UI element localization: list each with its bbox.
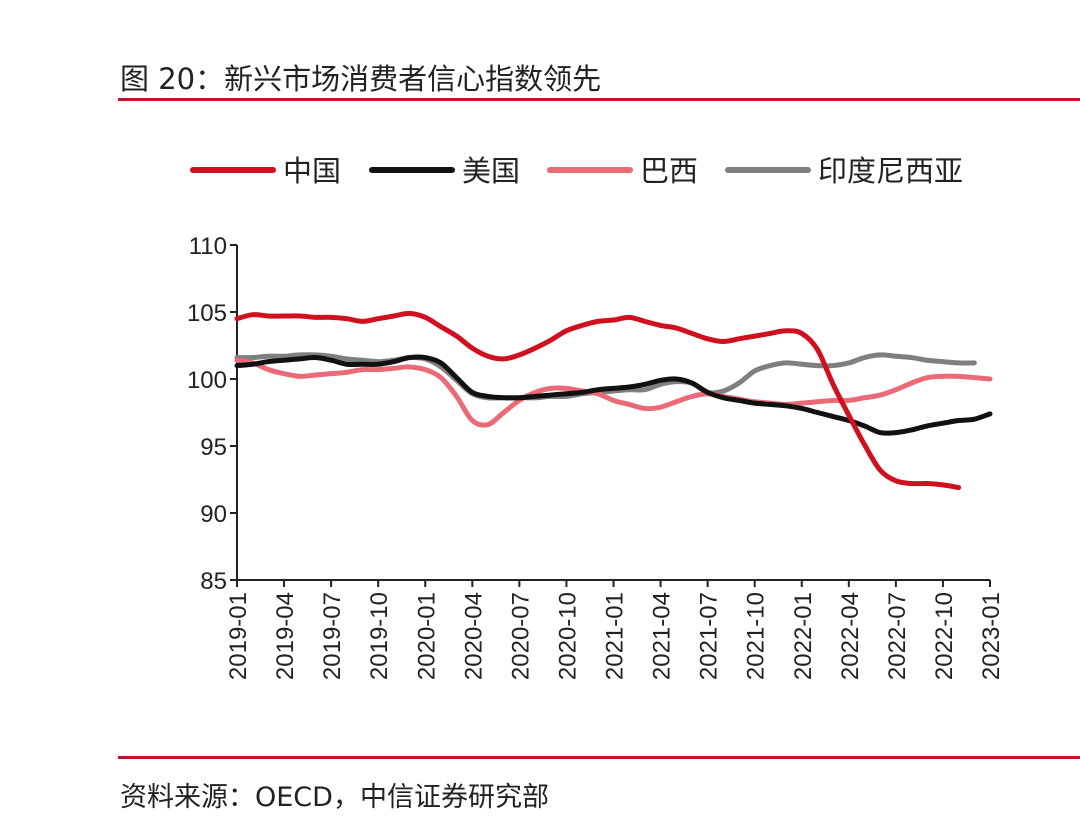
source-divider (118, 756, 1080, 759)
legend: 中国 美国 巴西 印度尼西亚 (190, 154, 963, 188)
y-tick-label: 105 (187, 300, 227, 327)
legend-label: 美国 (462, 154, 520, 188)
series-line-3 (234, 352, 977, 401)
legend-label: 印度尼西亚 (818, 154, 963, 188)
legend-label: 中国 (283, 154, 341, 188)
source-note: 资料来源：OECD，中信证券研究部 (120, 782, 549, 813)
series-line-0 (234, 310, 962, 491)
x-tick-label: 2022-01 (790, 592, 817, 680)
legend-item-0: 中国 (190, 154, 341, 188)
x-tick-label: 2021-01 (602, 592, 629, 680)
x-tick-label: 2020-10 (554, 592, 581, 680)
x-tick-label: 2019-04 (272, 592, 299, 680)
legend-item-2: 巴西 (547, 154, 698, 188)
axes: 85 90 95 100 105 110 2019-01 2019-04 2019-07 2019… (187, 233, 1005, 680)
chart-title: 图 20：新兴市场消费者信心指数领先 (120, 62, 602, 96)
y-tick-label: 95 (200, 434, 227, 461)
x-tick-label: 2022-07 (884, 592, 911, 680)
x-tick-label: 2020-01 (413, 592, 440, 680)
x-tick-label: 2019-07 (319, 592, 346, 680)
y-tick-label: 110 (189, 233, 227, 260)
x-tick-label: 2019-10 (366, 592, 393, 680)
x-tick-label: 2023-01 (978, 592, 1005, 680)
title-divider (118, 98, 1080, 101)
series-line-2 (234, 357, 993, 428)
y-tick-label: 100 (187, 367, 227, 394)
series-lines (234, 310, 993, 491)
x-tick-label: 2020-07 (507, 592, 534, 680)
x-tick-label: 2021-10 (743, 592, 770, 680)
x-tick-label: 2019-01 (225, 592, 252, 680)
x-tick-label: 2022-04 (837, 592, 864, 680)
legend-item-3: 印度尼西亚 (725, 154, 963, 188)
x-tick-label: 2021-07 (696, 592, 723, 680)
legend-label: 巴西 (640, 154, 698, 188)
y-tick-label: 90 (200, 501, 227, 528)
y-tick-label: 85 (200, 568, 227, 595)
series-line-1 (234, 354, 993, 436)
x-tick-label: 2021-04 (649, 592, 676, 680)
x-tick-label: 2022-10 (931, 592, 958, 680)
legend-item-1: 美国 (369, 154, 520, 188)
x-tick-label: 2020-04 (460, 592, 487, 680)
